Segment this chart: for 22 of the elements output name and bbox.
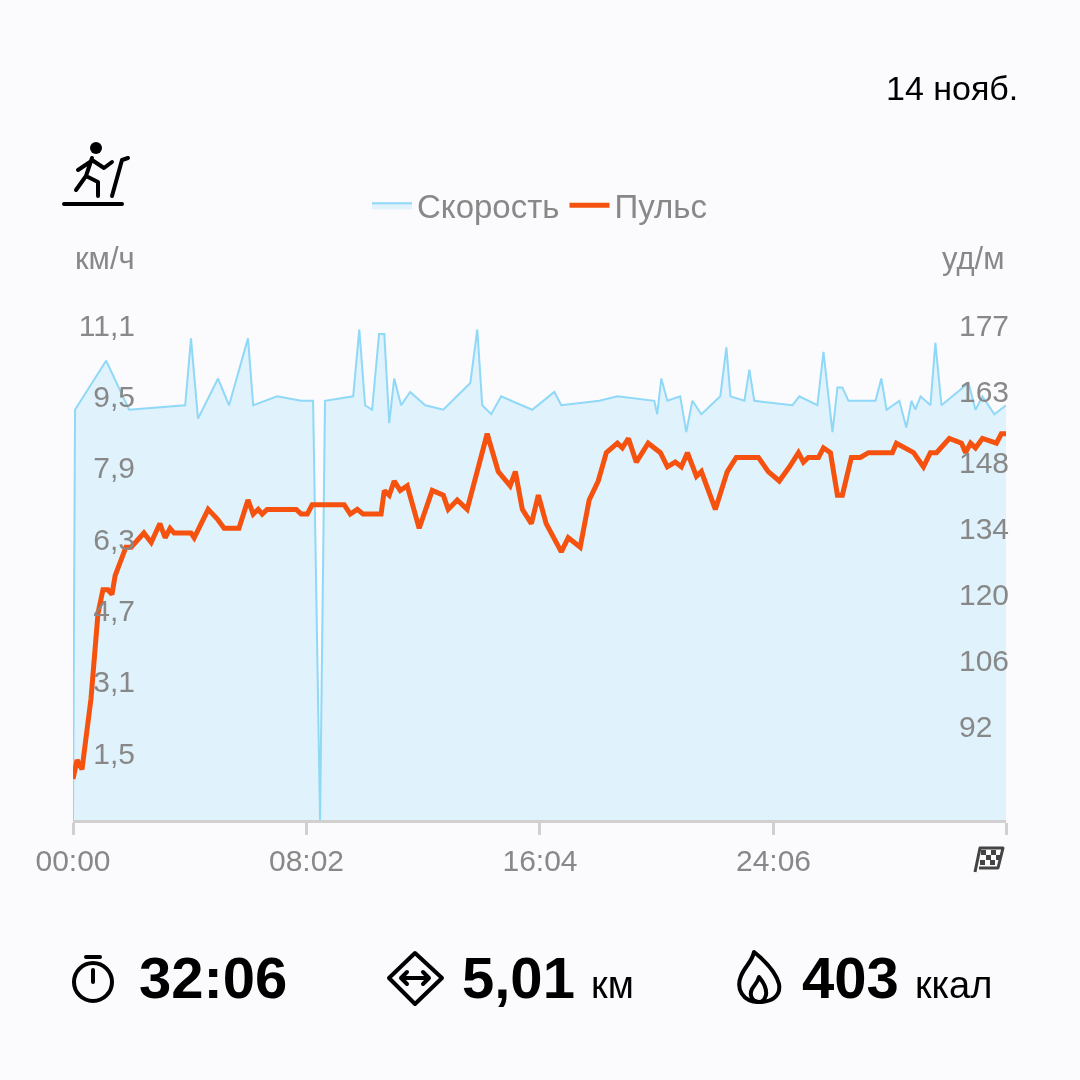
text: 403 ккал xyxy=(802,945,993,1010)
y-tick-label: 1,5 xyxy=(93,736,135,770)
text: 5,01 км xyxy=(462,945,634,1010)
text: 32:06 xyxy=(139,945,288,1010)
y2-axis-title: уд/м xyxy=(942,241,1005,276)
x-tick-label: 08:02 xyxy=(268,844,345,877)
legend-label: Пульс xyxy=(614,188,707,226)
y2-tick-label: 134 xyxy=(959,511,1010,545)
y2-tick-label: 177 xyxy=(959,308,1010,342)
y2-tick-label: 148 xyxy=(959,445,1010,479)
x-tick-label: 16:04 xyxy=(502,844,578,877)
y2-tick-label: 120 xyxy=(959,577,1010,611)
y-axis-title: км/ч xyxy=(75,241,135,276)
y-tick-label: 7,9 xyxy=(93,451,135,485)
legend-label: Скорость xyxy=(417,188,560,226)
y2-tick-label: 106 xyxy=(959,644,1010,678)
y2-tick-label: 92 xyxy=(959,710,993,744)
x-tick-label: 24:06 xyxy=(735,844,812,877)
y-tick-label: 11,1 xyxy=(78,308,135,342)
y-tick-label: 6,3 xyxy=(93,522,135,556)
x-tick-label: 00:00 xyxy=(35,844,111,877)
text: 14 нояб. xyxy=(886,69,1019,107)
